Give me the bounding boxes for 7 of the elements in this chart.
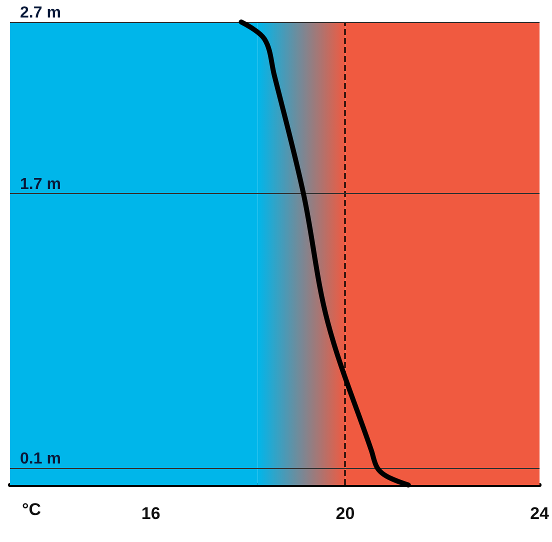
y-tick-label: 0.1 m [20, 450, 61, 468]
y-tick-label: 1.7 m [20, 176, 61, 193]
x-tick-label: 24 [530, 504, 550, 523]
y-tick-label: 2.7 m [20, 4, 61, 22]
x-axis-title: °C [22, 500, 42, 519]
x-tick-label: 16 [141, 504, 160, 523]
x-tick-label: 20 [336, 504, 355, 523]
